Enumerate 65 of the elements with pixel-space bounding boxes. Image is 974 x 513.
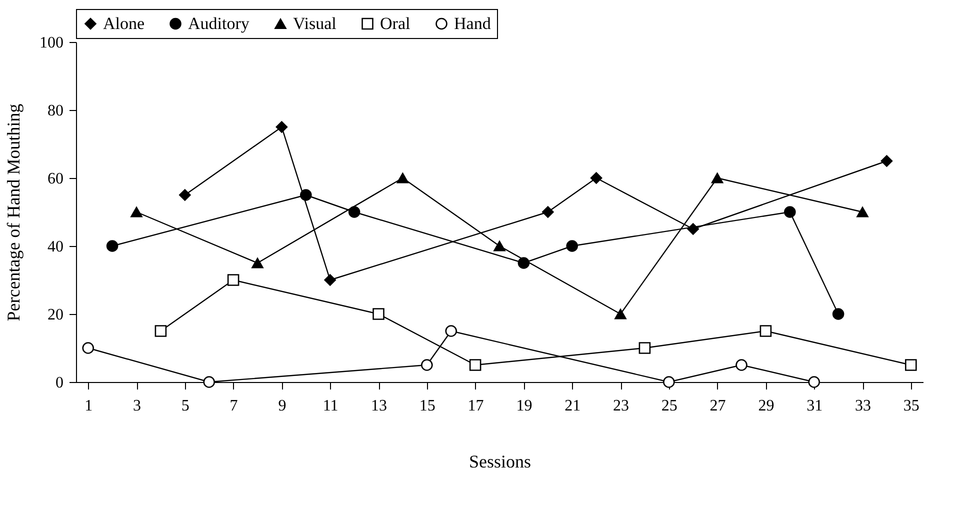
point	[590, 172, 602, 184]
x-tick-label: 7	[230, 398, 238, 414]
point	[494, 240, 506, 252]
point	[784, 206, 796, 218]
x-tick-label: 5	[181, 398, 190, 414]
x-tick-label: 25	[661, 398, 678, 414]
point	[252, 258, 264, 268]
x-tick-label: 29	[758, 398, 774, 414]
point	[106, 240, 118, 252]
x-tick-label: 3	[133, 398, 141, 414]
point	[542, 206, 554, 218]
point	[566, 240, 578, 252]
y-tick-label: 60	[48, 170, 64, 188]
legend-label: Auditory	[188, 14, 250, 33]
x-tick-label: 1	[84, 398, 93, 414]
y-tick-label: 20	[48, 306, 64, 324]
point	[736, 359, 748, 371]
x-tick-label: 15	[419, 398, 436, 414]
point	[154, 325, 167, 337]
point	[82, 342, 94, 354]
point	[518, 257, 530, 269]
point	[687, 223, 699, 235]
y-tick-label: 100	[40, 34, 64, 52]
point	[614, 308, 626, 320]
y-tick-label: 40	[48, 238, 64, 256]
point	[832, 308, 844, 320]
point	[276, 121, 288, 133]
legend-label: Hand	[454, 14, 492, 33]
x-tick-label: 31	[806, 398, 823, 414]
point	[905, 359, 917, 371]
x-tick-label: 13	[371, 398, 387, 414]
point	[469, 359, 482, 371]
x-tick-label: 17	[468, 398, 484, 414]
x-tick-label: 23	[613, 398, 629, 414]
x-tick-label: 35	[903, 398, 920, 414]
y-tick-label: 80	[48, 102, 64, 120]
point	[227, 274, 240, 286]
point	[856, 206, 868, 218]
point	[396, 172, 409, 184]
y-axis-title: Percentage of Hand Mouthing	[4, 104, 24, 322]
point	[711, 172, 724, 184]
legend-label: Visual	[293, 14, 337, 33]
point	[663, 376, 675, 388]
point	[300, 189, 312, 201]
point	[372, 308, 384, 320]
point	[203, 376, 215, 388]
point	[130, 206, 142, 218]
point	[348, 206, 360, 218]
legend-label: Alone	[103, 14, 145, 33]
point	[638, 342, 651, 354]
x-tick-label: 33	[855, 398, 871, 414]
y-tick-label: 0	[56, 374, 64, 392]
point	[880, 155, 893, 167]
x-tick-label: 11	[322, 398, 338, 414]
point	[324, 274, 336, 286]
x-tick-label: 19	[516, 398, 532, 414]
point	[760, 325, 772, 337]
x-tick-label: 9	[278, 398, 286, 414]
point	[445, 325, 457, 337]
x-tick-label: 21	[564, 398, 581, 414]
legend-label: Oral	[380, 14, 410, 33]
point	[179, 189, 191, 201]
point	[421, 359, 433, 371]
x-axis-title: Sessions	[468, 452, 532, 472]
x-tick-label: 27	[710, 398, 726, 414]
